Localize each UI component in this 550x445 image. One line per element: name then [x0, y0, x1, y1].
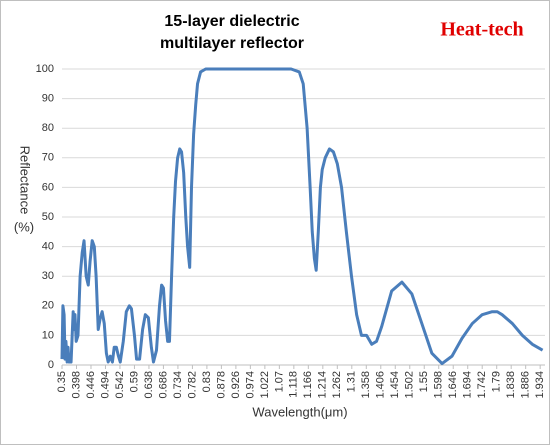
- x-tick-label: 0.59: [128, 371, 140, 392]
- y-tick-label: 20: [42, 300, 54, 312]
- x-tick-label: 0.446: [85, 371, 97, 399]
- x-tick-label: 0.83: [201, 371, 213, 392]
- x-tick-label: 1.07: [273, 371, 285, 392]
- x-tick-label: 1.886: [520, 371, 532, 399]
- x-tick-label: 1.646: [447, 371, 459, 399]
- x-tick-label: 1.358: [360, 371, 372, 399]
- x-tick-label: 0.734: [172, 371, 184, 399]
- y-tick-label: 80: [42, 122, 54, 134]
- y-tick-label: 50: [42, 211, 54, 223]
- x-tick-label: 0.398: [70, 371, 82, 399]
- x-tick-label: 1.31: [346, 371, 358, 392]
- x-tick-label: 0.494: [99, 371, 111, 399]
- x-tick-label: 1.166: [302, 371, 314, 399]
- watermark: Heat-tech: [440, 19, 523, 41]
- y-tick-label: 30: [42, 270, 54, 282]
- y-tick-label: 70: [42, 152, 54, 164]
- y-tick-label: 60: [42, 181, 54, 193]
- x-tick-label: 1.598: [433, 371, 445, 399]
- x-tick-label: 1.118: [288, 371, 300, 398]
- chart-title: multilayer reflector: [160, 35, 304, 52]
- x-tick-label: 1.406: [375, 371, 387, 399]
- data-line: [60, 67, 544, 366]
- x-tick-label: 0.782: [186, 371, 198, 399]
- y-tick-label: 10: [42, 329, 54, 341]
- y-tick-label: 90: [42, 93, 54, 105]
- x-tick-label: 0.638: [143, 371, 155, 399]
- x-tick-label: 0.974: [244, 371, 256, 399]
- y-tick-label: 0: [48, 359, 54, 371]
- x-tick-label: 1.022: [259, 371, 271, 399]
- y-tick-label: 100: [36, 63, 54, 75]
- x-tick-label: 0.542: [114, 371, 126, 399]
- x-tick-label: 1.934: [534, 371, 546, 399]
- x-tick-label: 1.79: [491, 371, 503, 392]
- x-axis-label: Wavelength(μm): [252, 404, 347, 419]
- x-tick-label: 1.454: [389, 371, 401, 399]
- x-tick-label: 0.926: [230, 371, 242, 399]
- x-tick-label: 0.686: [157, 371, 169, 399]
- x-tick-label: 1.262: [331, 371, 343, 399]
- x-tick-label: 1.55: [418, 371, 430, 392]
- x-tick-label: 0.35: [56, 371, 68, 392]
- y-axis-label: (%): [14, 219, 34, 234]
- x-tick-label: 1.838: [505, 371, 517, 399]
- chart-title: 15-layer dielectric: [164, 13, 299, 30]
- y-tick-label: 40: [42, 241, 54, 253]
- x-tick-label: 1.742: [476, 371, 488, 399]
- x-tick-label: 0.878: [215, 371, 227, 399]
- x-tick-label: 1.694: [462, 371, 474, 399]
- x-tick-label: 1.502: [404, 371, 416, 399]
- x-tick-label: 1.214: [317, 371, 329, 399]
- y-axis-label: Reflectance: [18, 146, 33, 215]
